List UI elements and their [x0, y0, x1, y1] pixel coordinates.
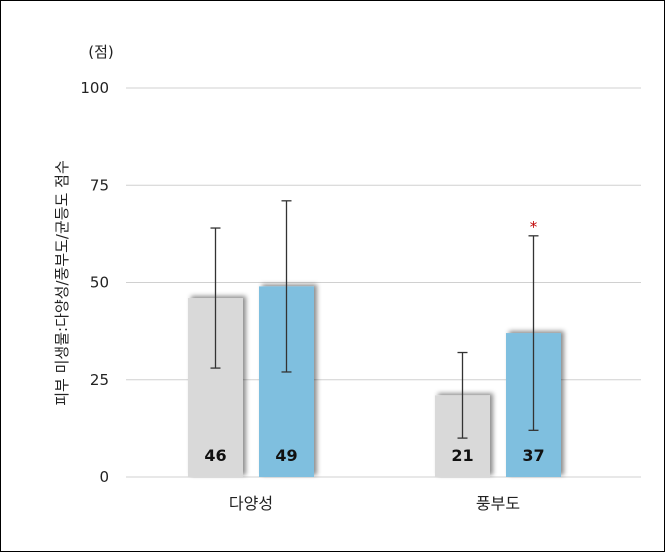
data-label: 46 — [204, 446, 226, 465]
unit-label: (점) — [88, 43, 114, 61]
data-label: 21 — [451, 446, 473, 465]
y-tick-label: 50 — [90, 274, 109, 292]
y-tick-label: 100 — [80, 79, 109, 97]
y-axis-label: 피부 미생물:다양성/풍부도/균등도 점수 — [53, 160, 71, 406]
y-tick-label: 75 — [90, 176, 109, 194]
y-tick-label: 25 — [90, 371, 109, 389]
x-tick-label: 다양성 — [229, 494, 273, 513]
data-label: 49 — [275, 446, 297, 465]
significance-marker: * — [530, 218, 538, 236]
x-tick-label: 풍부도 — [476, 494, 520, 513]
y-tick-label: 0 — [99, 468, 109, 486]
data-label: 37 — [522, 446, 544, 465]
